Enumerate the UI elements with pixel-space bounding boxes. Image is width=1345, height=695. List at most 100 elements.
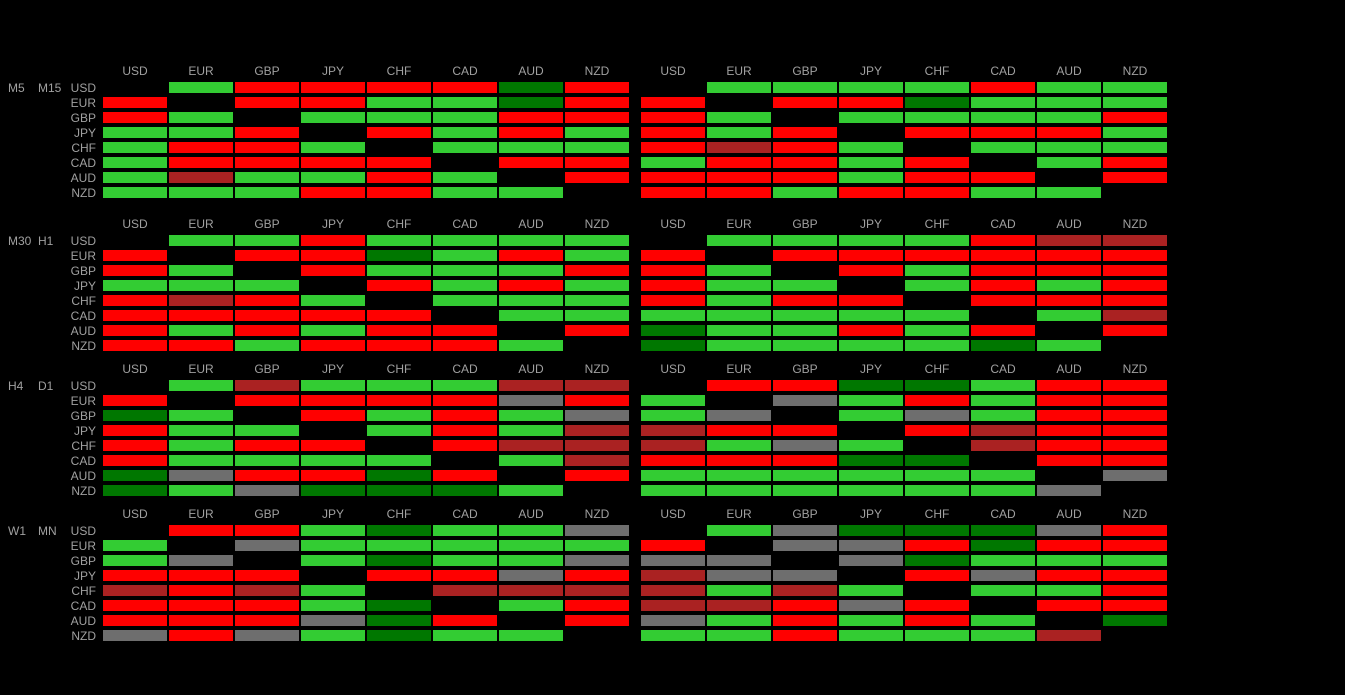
column-header-gbp: GBP (254, 217, 280, 231)
strength-cell (433, 82, 497, 93)
strength-cell (1037, 525, 1101, 536)
strength-cell (169, 325, 233, 336)
row-label-eur: EUR (70, 539, 96, 553)
strength-cell (839, 455, 903, 466)
column-header-aud: AUD (518, 507, 544, 521)
strength-cell (367, 127, 431, 138)
strength-cell (839, 142, 903, 153)
strength-cell (773, 187, 837, 198)
strength-cell (971, 280, 1035, 291)
strength-cell (499, 600, 563, 611)
column-header-eur: EUR (726, 64, 752, 78)
strength-cell (641, 485, 705, 496)
strength-cell (235, 470, 299, 481)
row-label-usd: USD (70, 234, 96, 248)
strength-cell (235, 82, 299, 93)
strength-cell (905, 455, 969, 466)
row-label-jpy: JPY (73, 569, 96, 583)
strength-cell (367, 470, 431, 481)
strength-cell (301, 630, 365, 641)
strength-cell (301, 82, 365, 93)
strength-cell (641, 425, 705, 436)
column-header-usd: USD (660, 217, 686, 231)
strength-cell (707, 265, 771, 276)
strength-cell (707, 410, 771, 421)
strength-cell (707, 570, 771, 581)
strength-cell (1037, 380, 1101, 391)
column-header-jpy: JPY (859, 217, 882, 231)
strength-cell (1103, 555, 1167, 566)
strength-cell (565, 325, 629, 336)
row-label-jpy: JPY (73, 279, 96, 293)
strength-cell (433, 540, 497, 551)
column-header-cad: CAD (990, 64, 1016, 78)
strength-cell (169, 340, 233, 351)
strength-cell (169, 310, 233, 321)
strength-cell (773, 455, 837, 466)
strength-cell (641, 250, 705, 261)
strength-cell (433, 585, 497, 596)
strength-cell (367, 630, 431, 641)
strength-cell (169, 112, 233, 123)
strength-cell (235, 570, 299, 581)
strength-cell (367, 325, 431, 336)
column-header-usd: USD (660, 507, 686, 521)
column-header-nzd: NZD (584, 217, 610, 231)
strength-cell (839, 540, 903, 551)
strength-cell (367, 157, 431, 168)
strength-cell (773, 570, 837, 581)
strength-cell (1103, 157, 1167, 168)
strength-cell (103, 585, 167, 596)
strength-cell (235, 615, 299, 626)
strength-cell (1037, 585, 1101, 596)
strength-cell (905, 157, 969, 168)
strength-cell (301, 585, 365, 596)
strength-cell (565, 395, 629, 406)
strength-cell (103, 172, 167, 183)
column-header-nzd: NZD (1122, 217, 1148, 231)
strength-cell (707, 585, 771, 596)
strength-cell (1037, 310, 1101, 321)
strength-cell (565, 142, 629, 153)
strength-cell (565, 265, 629, 276)
strength-cell (499, 585, 563, 596)
strength-cell (301, 187, 365, 198)
strength-cell (773, 97, 837, 108)
strength-cell (103, 265, 167, 276)
strength-cell (1037, 485, 1101, 496)
strength-cell (301, 142, 365, 153)
strength-cell (1103, 395, 1167, 406)
strength-cell (971, 82, 1035, 93)
strength-cell (499, 265, 563, 276)
strength-cell (1103, 265, 1167, 276)
strength-cell (971, 265, 1035, 276)
strength-cell (641, 157, 705, 168)
strength-cell (433, 425, 497, 436)
strength-cell (971, 380, 1035, 391)
strength-cell (773, 235, 837, 246)
strength-cell (641, 295, 705, 306)
timeframe-label-right: M15 (38, 81, 62, 95)
strength-cell (301, 540, 365, 551)
strength-cell (565, 112, 629, 123)
strength-cell (839, 395, 903, 406)
strength-cell (773, 525, 837, 536)
strength-cell (301, 235, 365, 246)
strength-cell (499, 380, 563, 391)
strength-cell (169, 82, 233, 93)
row-label-nzd: NZD (71, 629, 96, 643)
strength-cell (169, 280, 233, 291)
strength-cell (641, 615, 705, 626)
strength-cell (707, 187, 771, 198)
strength-cell (301, 295, 365, 306)
strength-cell (839, 187, 903, 198)
strength-cell (169, 570, 233, 581)
strength-cell (1037, 455, 1101, 466)
timeframe-label-left: H4 (8, 379, 24, 393)
strength-cell (235, 425, 299, 436)
column-header-nzd: NZD (1122, 64, 1148, 78)
strength-cell (433, 127, 497, 138)
strength-cell (103, 440, 167, 451)
strength-cell (103, 127, 167, 138)
strength-cell (905, 630, 969, 641)
